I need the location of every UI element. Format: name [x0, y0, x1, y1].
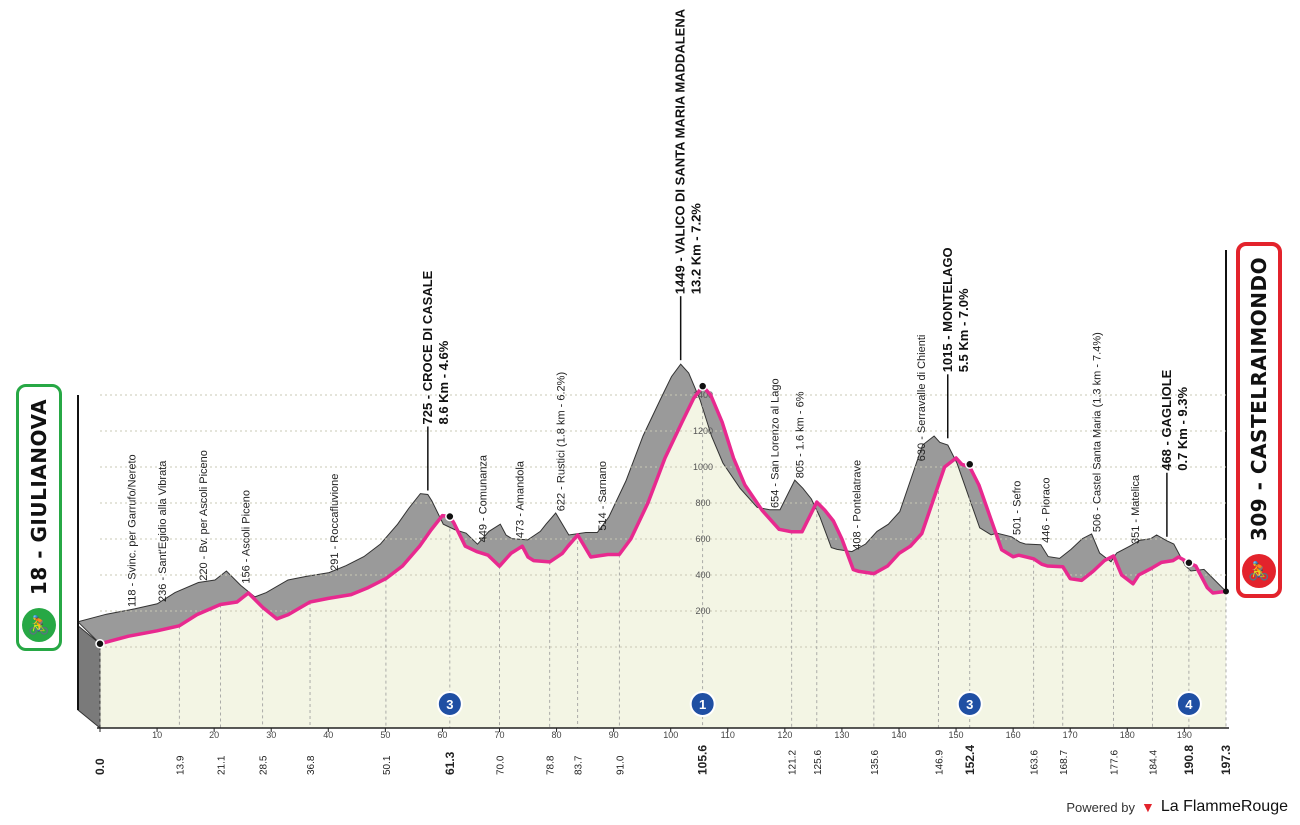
start-badge: 18 - GIULIANOVA 🚴 [16, 384, 62, 651]
x-tick-label: 180 [1120, 730, 1135, 740]
waypoint-label: 473 - Amandola [514, 460, 526, 538]
waypoint-label: 291 - Roccafluvione [329, 474, 341, 571]
waypoint-label: 220 - Bv. per Ascoli Piceno [198, 450, 210, 581]
km-marker-label: 168.7 [1059, 750, 1070, 775]
climb-name: 468 - GAGLIOLE [1159, 369, 1174, 470]
climb-category-label: 4 [1185, 697, 1193, 712]
powered-by-text: Powered by [1066, 799, 1135, 815]
climb-name: 1449 - VALICO DI SANTA MARIA MADDALENA [673, 8, 688, 294]
climb-summit-dot [965, 459, 975, 470]
waypoint-label: 805 - 1.6 km - 6% [795, 391, 807, 478]
waypoint-label: 654 - San Lorenzo al Lago [769, 378, 781, 508]
x-tick-label: 70 [494, 730, 504, 740]
climb-name: 1015 - MONTELAGO [940, 247, 955, 372]
km-marker-label: 190.8 [1182, 745, 1196, 775]
finish-dot [1223, 588, 1229, 595]
waypoint-label: 118 - Svinc. per Garrufo/Nereto [126, 454, 138, 607]
km-marker-label: 177.6 [1110, 750, 1121, 775]
waypoint-label: 156 - Ascoli Piceno [240, 490, 252, 584]
flame-icon: ▼ [1140, 799, 1155, 815]
waypoint-label: 351 - Matelica [1130, 474, 1142, 544]
km-marker-label: 0.0 [93, 758, 107, 775]
waypoint-label: 449 - Comunanza [477, 454, 489, 542]
km-marker-label: 36.8 [306, 755, 317, 775]
climb-category-label: 1 [699, 697, 706, 712]
climb-name: 725 - CROCE DI CASALE [420, 270, 435, 424]
x-tick-label: 110 [721, 730, 735, 740]
powered-by[interactable]: Powered by ▼ La FlammeRouge [1066, 798, 1288, 816]
x-tick-label: 170 [1063, 730, 1078, 740]
km-marker-label: 163.6 [1030, 750, 1041, 775]
km-marker-label: 21.1 [216, 755, 227, 775]
climb-category-badge [689, 691, 716, 717]
x-tick-label: 50 [380, 730, 390, 740]
km-marker-label: 78.8 [546, 755, 557, 775]
waypoint-label: 236 - Sant'Egidio alla Vibrata [157, 460, 169, 602]
cyclist-icon: 🚴 [1242, 554, 1276, 588]
climb-summit-dot [445, 511, 455, 522]
km-marker-label: 146.9 [934, 750, 945, 775]
climb-category-label: 3 [966, 697, 973, 712]
climb-detail: 0.7 Km - 9.3% [1175, 387, 1190, 471]
finish-label: 309 - CASTELRAIMONDO [1247, 257, 1271, 542]
start-label: 18 - GIULIANOVA [27, 398, 51, 595]
climb-category-label: 3 [446, 697, 453, 712]
km-marker-label: 91.0 [615, 755, 626, 775]
x-tick-label: 60 [437, 730, 447, 740]
x-tick-label: 10 [152, 730, 162, 740]
waypoint-label: 630 - Serravalle di Chienti [916, 335, 928, 462]
climb-category-badge [956, 691, 983, 717]
km-marker-label: 50.1 [382, 755, 393, 775]
km-marker-label: 105.6 [696, 745, 710, 775]
km-marker-label: 197.3 [1219, 745, 1233, 775]
km-marker-label: 184.4 [1148, 750, 1159, 775]
climb-detail: 8.6 Km - 4.6% [436, 340, 451, 424]
waypoint-label: 446 - Pioraco [1041, 477, 1053, 542]
x-tick-label: 20 [209, 730, 219, 740]
climb-category-badge [1175, 691, 1202, 717]
finish-badge: 309 - CASTELRAIMONDO 🚴 [1236, 242, 1282, 598]
x-tick-label: 130 [834, 730, 849, 740]
climb-detail: 5.5 Km - 7.0% [956, 288, 971, 372]
powered-by-brand: La FlammeRouge [1160, 798, 1288, 815]
x-tick-label: 190 [1177, 730, 1192, 740]
km-marker-label: 152.4 [963, 745, 977, 775]
climb-detail: 13.2 Km - 7.2% [689, 203, 704, 294]
x-tick-label: 30 [266, 730, 276, 740]
x-tick-label: 80 [552, 730, 562, 740]
x-tick-label: 160 [1006, 730, 1021, 740]
km-marker-label: 28.5 [259, 755, 270, 775]
km-marker-label: 135.6 [870, 750, 881, 775]
x-tick-label: 150 [949, 730, 964, 740]
waypoint-label: 408 - Pontelatrave [852, 460, 864, 550]
start-dot [95, 639, 105, 649]
climb-summit-dot [697, 381, 708, 391]
climb-summit-dot [1184, 558, 1194, 568]
km-marker-label: 61.3 [443, 751, 457, 775]
x-tick-label: 120 [777, 730, 792, 740]
km-marker-label: 83.7 [574, 755, 585, 775]
km-marker-label: 125.6 [813, 750, 824, 775]
waypoint-label: 514 - Sarnano [597, 461, 609, 531]
x-tick-label: 140 [891, 730, 906, 740]
route-line [99, 384, 1227, 646]
km-marker-label: 13.9 [175, 755, 186, 775]
x-tick-label: 40 [323, 730, 333, 740]
km-marker-label: 70.0 [495, 755, 506, 775]
waypoint-label: 506 - Castel Santa Maria (1.3 km - 7.4%) [1091, 332, 1103, 532]
waypoint-label: 622 - Rustici (1.8 km - 6.2%) [555, 372, 567, 511]
waypoint-label: 501 - Sefro [1011, 481, 1023, 535]
climb-category-badge [436, 691, 463, 717]
x-tick-label: 100 [663, 730, 678, 740]
x-tick-label: 90 [609, 730, 619, 740]
cyclist-icon: 🚴 [22, 608, 56, 642]
km-marker-label: 121.2 [788, 750, 799, 775]
